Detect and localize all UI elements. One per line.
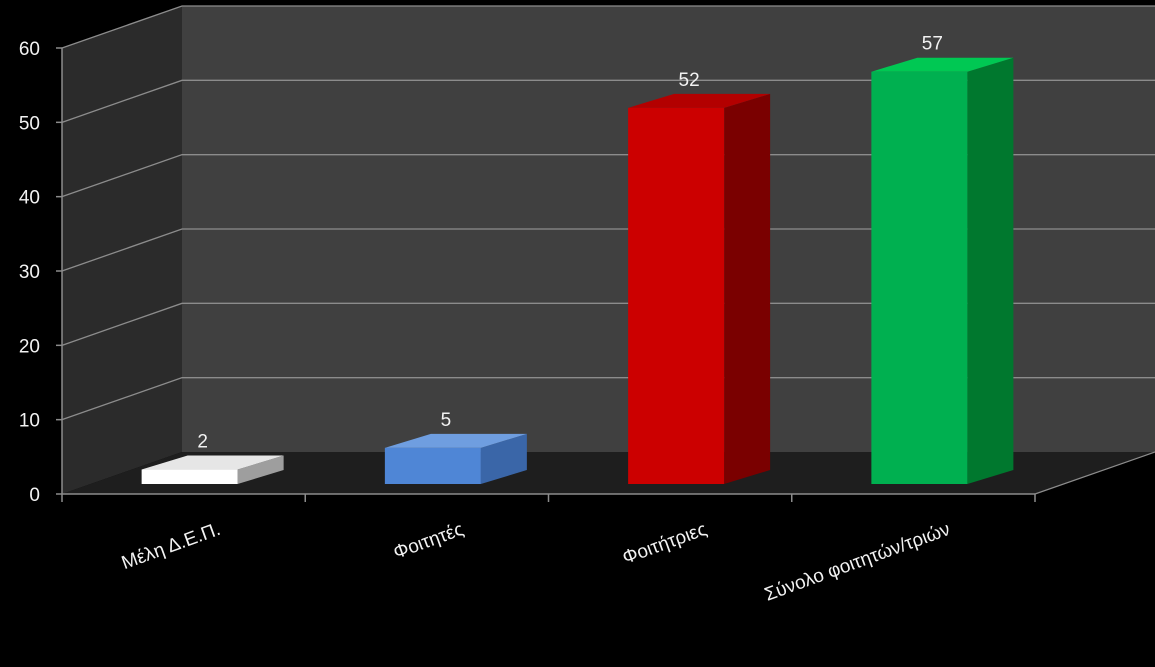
data-label: 2 (197, 432, 208, 453)
bar (628, 93, 771, 484)
bar-side (237, 455, 284, 484)
data-label: 57 (922, 34, 943, 55)
y-tick-label: 30 (19, 262, 40, 283)
bar-side (480, 433, 527, 484)
y-tick-label: 40 (19, 188, 40, 209)
gridlines (61, 5, 1155, 421)
y-tick-label: 10 (19, 411, 40, 432)
gridline (61, 5, 1155, 49)
bars (141, 57, 1014, 484)
bar-top (141, 455, 284, 470)
gridline (61, 79, 1155, 123)
bar-front (871, 71, 968, 484)
bar-front (384, 447, 481, 484)
gridline (61, 154, 1155, 198)
floor-edge (1034, 451, 1155, 495)
bar-front (141, 469, 238, 484)
bar (871, 57, 1014, 484)
data-label: 5 (441, 410, 452, 431)
x-axis-labels: Μέλη Δ.Ε.Π. Φοιτητές Φοιτήτριες Σύνολο φοιτ… (119, 519, 953, 606)
y-tick-label: 20 (19, 336, 40, 357)
gridline (61, 228, 1155, 272)
y-tick-label: 50 (19, 113, 40, 134)
x-tick-label: Σύνολο φοιτητών/τριών (762, 519, 953, 606)
bar-side (724, 93, 771, 484)
bar-top (871, 57, 1014, 72)
bar (384, 433, 527, 484)
bar-top (628, 93, 771, 108)
bar-top (384, 433, 527, 448)
bar-front (628, 107, 725, 484)
gridline (61, 302, 1155, 346)
x-tick-label: Μέλη Δ.Ε.Π. (119, 519, 223, 574)
value-labels: 2 5 52 57 (197, 34, 943, 453)
x-tick-label: Φοιτήτριες (620, 519, 710, 569)
bar (141, 455, 284, 484)
data-label: 52 (679, 70, 700, 91)
y-tick-label: 60 (19, 39, 40, 60)
bar-side (967, 57, 1014, 484)
y-tick-label: 0 (29, 485, 40, 506)
gridline (61, 377, 1155, 421)
x-tick-label: Φοιτητές (391, 519, 467, 564)
y-axis-ticks: 0 10 20 30 40 50 60 (19, 39, 62, 506)
